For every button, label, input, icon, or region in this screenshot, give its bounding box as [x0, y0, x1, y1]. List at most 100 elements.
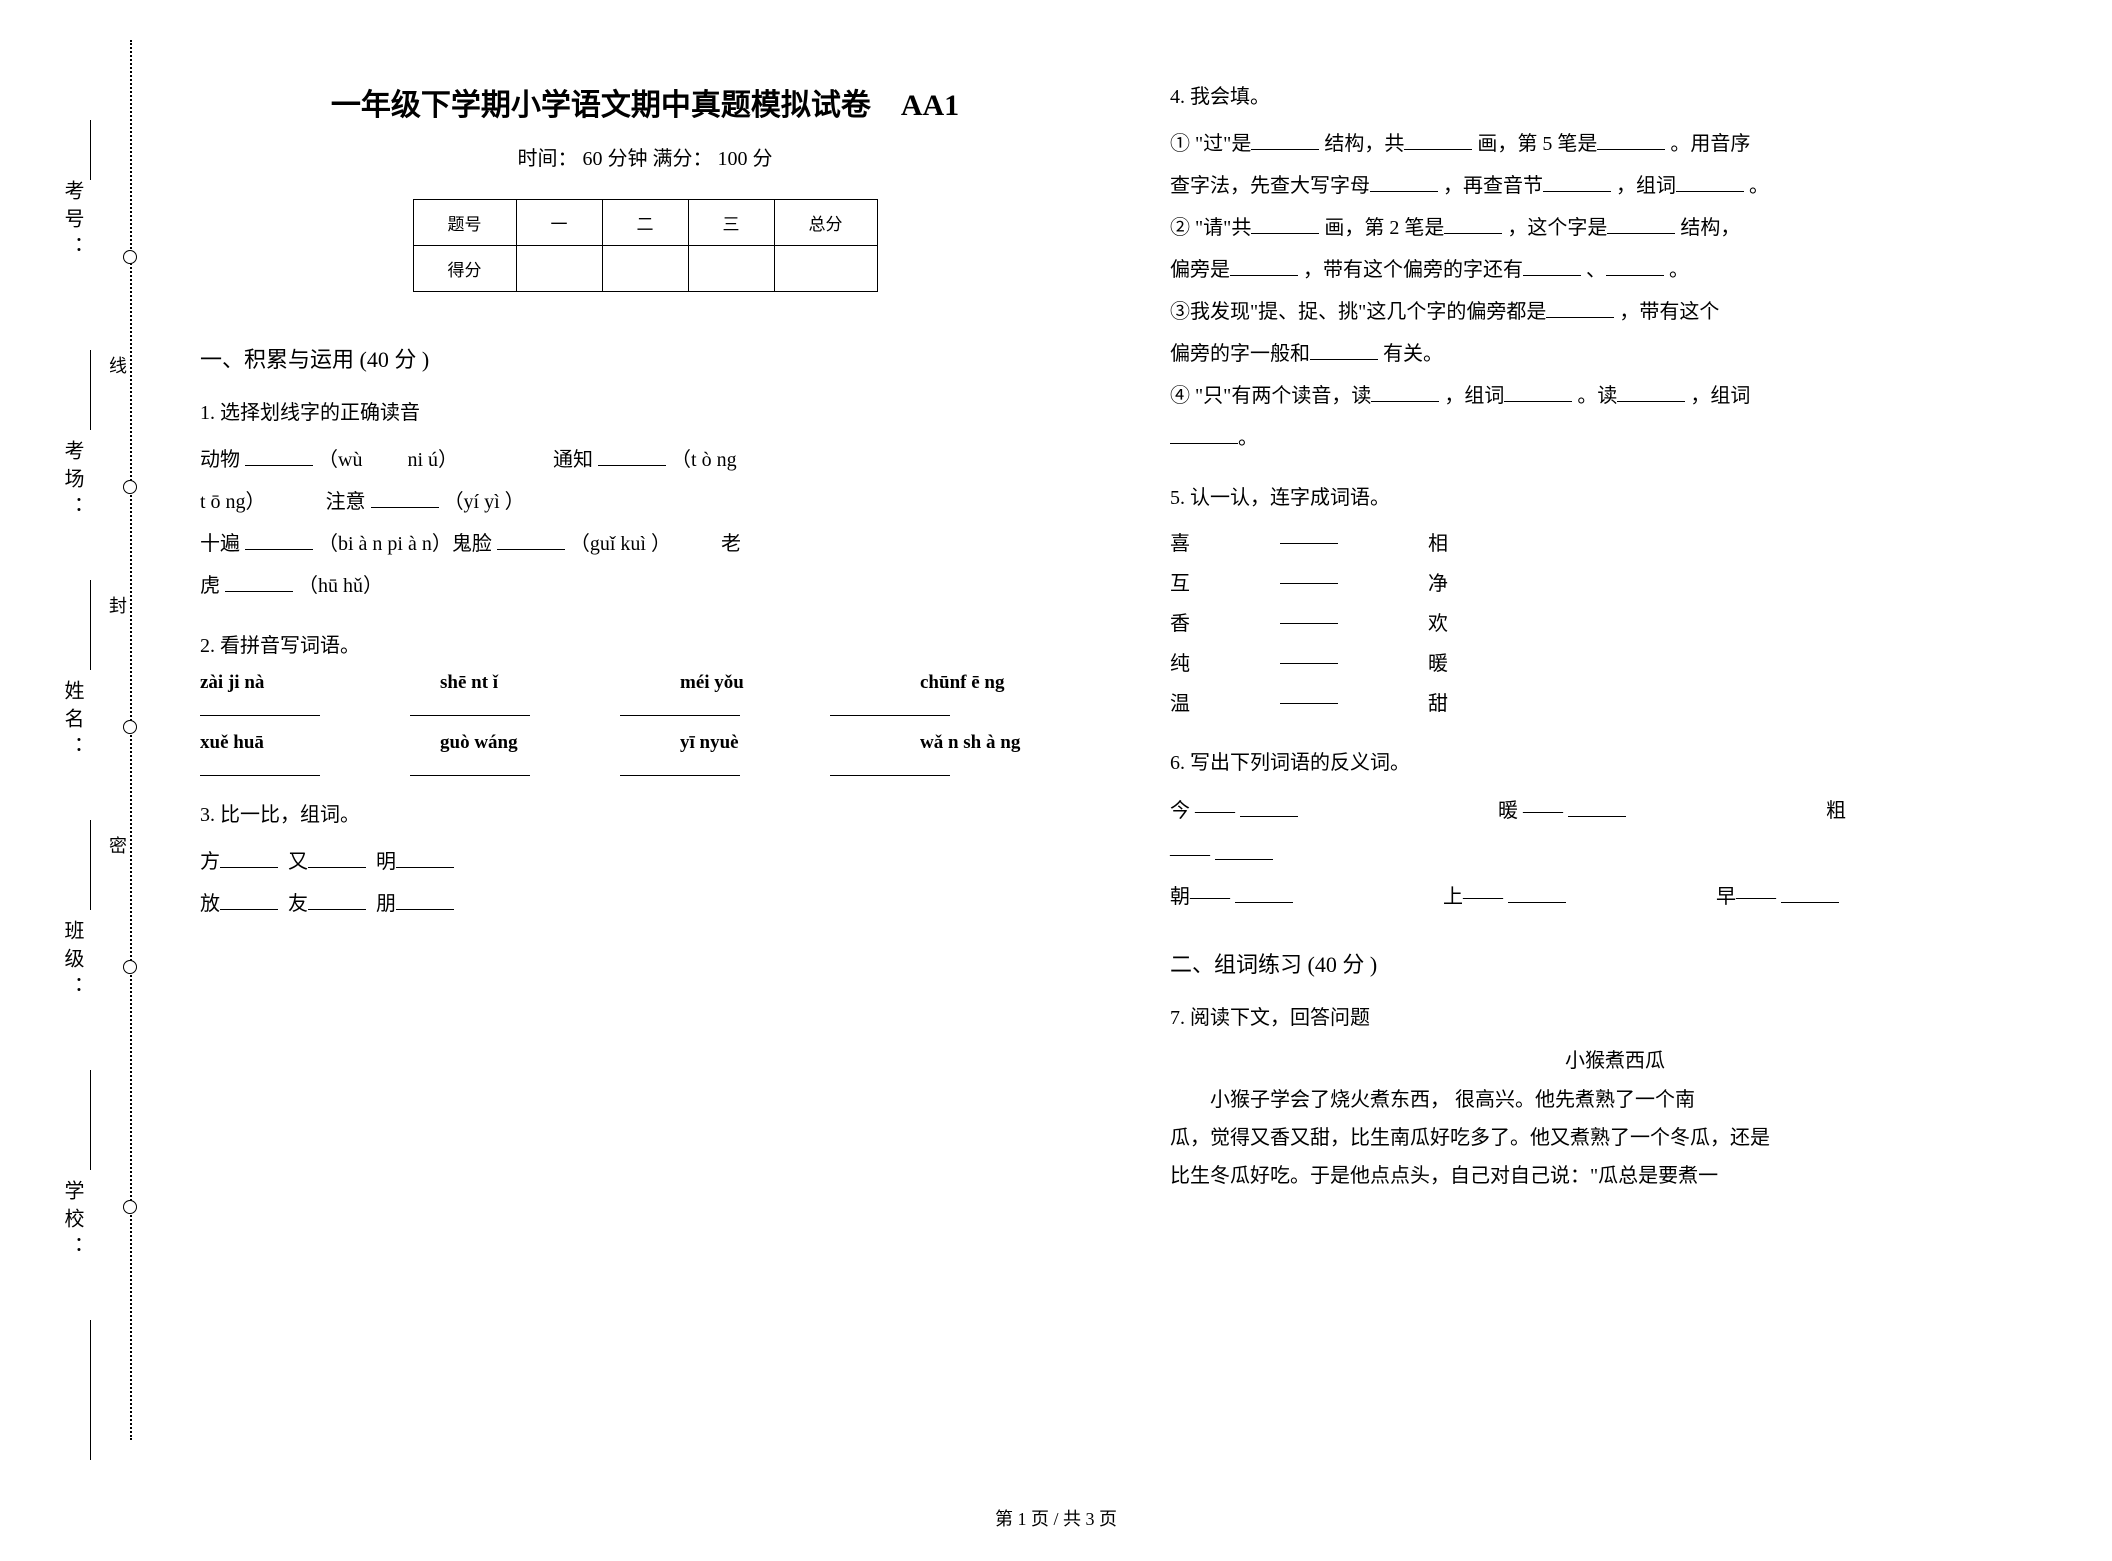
- txt: 。: [1669, 259, 1689, 281]
- blank[interactable]: [220, 890, 278, 910]
- char: 方: [200, 851, 220, 873]
- blank[interactable]: [1676, 172, 1744, 192]
- blank[interactable]: [1508, 883, 1566, 903]
- blank[interactable]: [1617, 382, 1685, 402]
- section-b-heading: 二、组词练习 (40 分 ): [1170, 947, 2060, 979]
- pinyin: guò wáng: [440, 732, 590, 754]
- score-table: 题号 一 二 三 总分 得分: [413, 199, 878, 292]
- char: 又: [288, 851, 308, 873]
- blank[interactable]: [1280, 684, 1338, 704]
- punch-hole: [123, 250, 137, 264]
- q1-p: （guǐ kuì ）: [570, 533, 671, 555]
- blank[interactable]: [1170, 424, 1238, 444]
- blank[interactable]: [1781, 883, 1839, 903]
- txt: 暖 ——: [1498, 800, 1563, 822]
- blank[interactable]: [245, 530, 313, 550]
- blank[interactable]: [1240, 797, 1298, 817]
- blank[interactable]: [1504, 382, 1572, 402]
- q1-p: （t ò ng: [671, 449, 737, 471]
- blank[interactable]: [1215, 840, 1273, 860]
- side-label-school: 学校：: [58, 1180, 87, 1264]
- txt: 画，第 5 笔是: [1477, 133, 1597, 155]
- td-blank[interactable]: [516, 246, 602, 292]
- blank[interactable]: [1568, 797, 1626, 817]
- blank[interactable]: [1370, 172, 1438, 192]
- blank[interactable]: [225, 572, 293, 592]
- blank[interactable]: [1371, 382, 1439, 402]
- txt: 。: [1238, 427, 1258, 449]
- side-line: [90, 820, 91, 910]
- blank[interactable]: [1543, 172, 1611, 192]
- blank[interactable]: [1597, 130, 1665, 150]
- char: 欢: [1428, 604, 1448, 644]
- column-right: 4. 我会填。 ① "过"是 结构，共 画，第 5 笔是 。用音序 查字法，先查…: [1170, 80, 2060, 1460]
- blank[interactable]: [1251, 130, 1319, 150]
- blank[interactable]: [1280, 604, 1338, 624]
- blank[interactable]: [1230, 256, 1298, 276]
- pinyin: wǎ n sh à ng: [920, 732, 1070, 754]
- q1-title: 1. 选择划线字的正确读音: [200, 396, 1090, 425]
- q1-w: 虎: [200, 575, 220, 597]
- blank[interactable]: [410, 696, 530, 716]
- exam-subtitle: 时间： 60 分钟 满分： 100 分: [200, 142, 1090, 171]
- blank[interactable]: [220, 848, 278, 868]
- punch-hole: [123, 720, 137, 734]
- blank[interactable]: [1280, 644, 1338, 664]
- char: 甜: [1428, 684, 1448, 724]
- pinyin: méi yǒu: [680, 672, 830, 694]
- q1-p: t ō ng）: [200, 491, 266, 513]
- td-score-label: 得分: [413, 246, 516, 292]
- blank[interactable]: [1235, 883, 1293, 903]
- th-2: 二: [602, 200, 688, 246]
- blank[interactable]: [410, 756, 530, 776]
- blank[interactable]: [396, 890, 454, 910]
- page-footer: 第 1 页 / 共 3 页: [0, 1505, 2112, 1531]
- blank[interactable]: [308, 848, 366, 868]
- blank[interactable]: [245, 446, 313, 466]
- column-left: 一年级下学期小学语文期中真题模拟试卷 AA1 时间： 60 分钟 满分： 100…: [200, 80, 1090, 1460]
- txt: 。: [1749, 175, 1769, 197]
- blank[interactable]: [1280, 564, 1338, 584]
- td-blank[interactable]: [602, 246, 688, 292]
- blank[interactable]: [1444, 214, 1502, 234]
- blank[interactable]: [830, 756, 950, 776]
- passage-line: 比生冬瓜好吃。于是他点点头，自己对自己说："瓜总是要煮一: [1170, 1157, 2060, 1195]
- pinyin: shē nt ǐ: [440, 672, 590, 694]
- blank[interactable]: [308, 890, 366, 910]
- char: 暖: [1428, 644, 1448, 684]
- td-blank[interactable]: [688, 246, 774, 292]
- blank[interactable]: [830, 696, 950, 716]
- blank[interactable]: [1404, 130, 1472, 150]
- q1-p: （hū hǔ）: [298, 575, 383, 597]
- blank[interactable]: [396, 848, 454, 868]
- punch-hole: [123, 1200, 137, 1214]
- char: 放: [200, 893, 220, 915]
- blank[interactable]: [1546, 298, 1614, 318]
- td-blank[interactable]: [774, 246, 877, 292]
- blank[interactable]: [1310, 340, 1378, 360]
- blank[interactable]: [200, 756, 320, 776]
- blank[interactable]: [1607, 214, 1675, 234]
- blank[interactable]: [1280, 524, 1338, 544]
- blank[interactable]: [371, 488, 439, 508]
- blank[interactable]: [620, 756, 740, 776]
- txt: ② "请"共: [1170, 217, 1251, 239]
- blank[interactable]: [620, 696, 740, 716]
- blank[interactable]: [1606, 256, 1664, 276]
- txt: 朝——: [1170, 886, 1230, 908]
- blank[interactable]: [200, 696, 320, 716]
- txt: 上——: [1443, 886, 1503, 908]
- blank[interactable]: [598, 446, 666, 466]
- blank[interactable]: [1523, 256, 1581, 276]
- q1-p: （yí yì ）: [444, 491, 525, 513]
- blank[interactable]: [1251, 214, 1319, 234]
- q3-title: 3. 比一比，组词。: [200, 798, 1090, 827]
- side-line: [90, 1070, 91, 1170]
- char: 明: [376, 851, 396, 873]
- txt: ④ "只"有两个读音，读: [1170, 385, 1371, 407]
- blank[interactable]: [497, 530, 565, 550]
- fold-label-mi: 密: [104, 830, 130, 876]
- q6-body: 今 —— 暖 —— 粗 —— 朝—— 上—— 早——: [1170, 789, 2060, 919]
- q2-title: 2. 看拼音写词语。: [200, 629, 1090, 658]
- q3-line1: 方 又 明: [200, 841, 1090, 883]
